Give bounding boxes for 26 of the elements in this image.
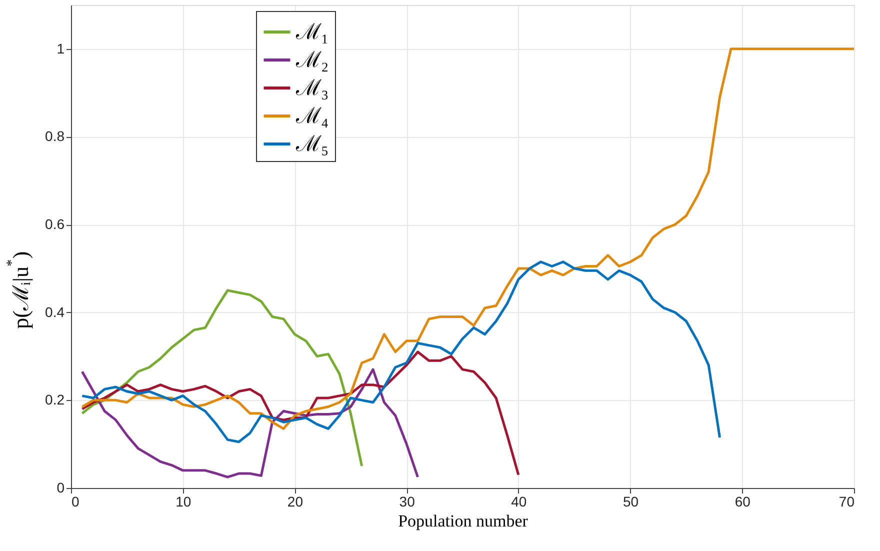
x-tick-label: 10 [176, 494, 192, 510]
y-axis-title: p(ℳᵢ|u*) [4, 251, 33, 329]
legend-label: ℳ₅ [295, 131, 329, 156]
y-tick-label: 1 [56, 40, 65, 56]
legend-label: ℳ₂ [295, 47, 329, 72]
line-series [80, 260, 722, 444]
x-tick-label: 0 [72, 494, 80, 510]
y-tick-label: 0 [56, 480, 65, 496]
y-tick-label: 0.8 [45, 128, 65, 144]
x-tick-label: 50 [622, 494, 639, 510]
legend-label: ℳ₄ [295, 103, 329, 128]
line-series [80, 289, 364, 468]
y-tick-label: 0.2 [45, 392, 65, 408]
x-tick-label: 20 [287, 494, 304, 510]
line-series [80, 368, 420, 478]
x-tick-label: 40 [511, 494, 527, 510]
x-tick-label: 60 [734, 494, 751, 510]
y-tick-label: 0.6 [45, 216, 65, 232]
x-tick-label: 30 [399, 494, 416, 510]
legend-label: ℳ₃ [295, 75, 329, 100]
legend-label: ℳ₁ [295, 19, 329, 44]
x-tick-label: 70 [838, 494, 855, 510]
line-series [80, 48, 856, 430]
line-series [80, 350, 520, 476]
y-tick-label: 0.4 [45, 304, 65, 320]
x-axis-title: Population number [398, 512, 528, 530]
